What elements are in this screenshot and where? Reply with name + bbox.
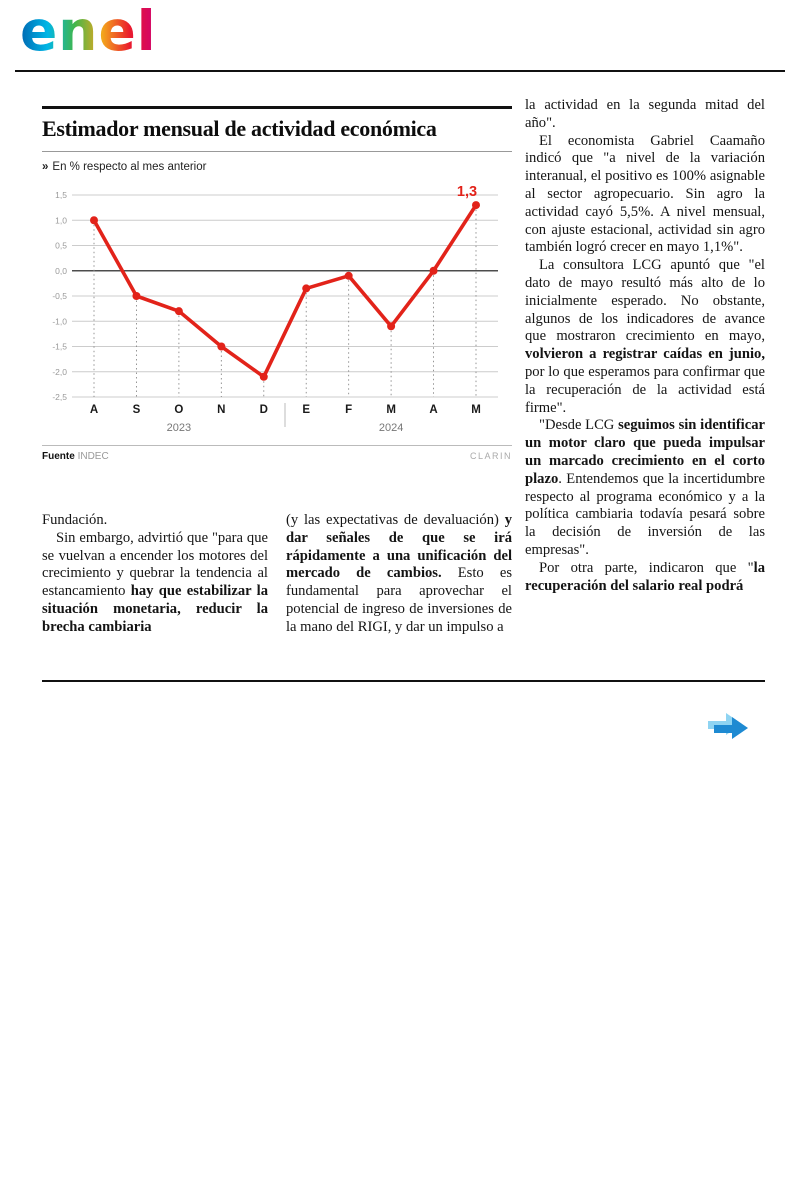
text-run: (y las expectativas de devaluación) xyxy=(286,512,505,528)
chart-credit: CLARIN xyxy=(469,451,512,461)
paragraph: Fundación. xyxy=(42,512,268,530)
paragraph: Por otra parte, indicaron que "la recupe… xyxy=(525,560,765,596)
y-tick-label: 1,0 xyxy=(55,215,67,225)
chart-footer: Fuente INDEC CLARIN xyxy=(42,445,512,462)
data-point xyxy=(472,201,480,210)
header-divider xyxy=(15,70,785,72)
bold-text-run: seguimos sin identificar un motor claro … xyxy=(525,417,765,487)
text-run: la actividad en la segunda mitad del año… xyxy=(525,97,765,131)
data-point xyxy=(387,322,396,331)
enel-logo[interactable]: enel xyxy=(20,4,157,59)
month-label: S xyxy=(133,404,141,416)
article-column-3: la actividad en la segunda mitad del año… xyxy=(525,97,765,595)
y-tick-label: -2,5 xyxy=(52,392,67,402)
paragraph: Sin embargo, advirtió que "para que se v… xyxy=(42,530,268,637)
y-tick-label: 1,5 xyxy=(55,190,67,200)
article-bottom-divider xyxy=(42,680,765,682)
text-run: "Desde LCG xyxy=(539,417,619,434)
arrow-right-icon xyxy=(708,713,748,739)
y-tick-label: 0,0 xyxy=(55,266,67,276)
data-point xyxy=(344,271,353,280)
month-label: N xyxy=(217,404,225,416)
text-run: La consultora LCG apuntó que "el dato de… xyxy=(525,257,765,345)
y-tick-label: -2,0 xyxy=(52,367,67,377)
month-label: M xyxy=(386,404,396,416)
next-page-arrow[interactable] xyxy=(708,710,752,746)
chart-block: Estimador mensual de actividad económica… xyxy=(42,106,512,462)
paragraph: La consultora LCG apuntó que "el dato de… xyxy=(525,257,765,417)
paragraph: "Desde LCG seguimos sin identificar un m… xyxy=(525,417,765,559)
month-label: E xyxy=(302,404,310,416)
data-point xyxy=(259,372,268,381)
paragraph: El economista Gabriel Caamaño indicó que… xyxy=(525,133,765,258)
subtitle-marker-icon: » xyxy=(42,161,49,173)
month-label: A xyxy=(429,404,437,416)
text-run: por lo que esperamos para confirmar que … xyxy=(525,363,765,416)
emae-series-line xyxy=(92,203,478,379)
source-name: INDEC xyxy=(77,451,109,462)
month-label: A xyxy=(90,404,98,416)
month-label: M xyxy=(471,404,481,416)
text-run: Fundación. xyxy=(42,512,108,528)
data-point xyxy=(90,216,98,225)
paragraph: (y las expectativas de devaluación) y da… xyxy=(286,512,512,637)
y-tick-label: 0,5 xyxy=(55,241,67,251)
article-column-1: Fundación. Sin embargo, advirtió que "par… xyxy=(42,512,268,637)
bold-text-run: la recuperación del salario real podrá xyxy=(525,559,765,594)
bold-text-run: volvieron a registrar caídas en junio, xyxy=(525,346,765,363)
y-tick-label: -1,0 xyxy=(52,316,67,326)
y-tick-label: -0,5 xyxy=(52,291,67,301)
article-column-2: (y las expectativas de devaluación) y da… xyxy=(286,512,512,637)
month-label: F xyxy=(345,404,352,416)
year-label-2024: 2024 xyxy=(379,422,403,434)
chart-subtitle-text: En % respecto al mes anterior xyxy=(52,161,207,173)
data-point xyxy=(217,342,226,351)
text-run: . Entendemos que la incertidumbre respec… xyxy=(525,470,765,558)
emae-line-chart: 1,5 1,0 0,5 0,0 -0,5 -1,0 -1,5 -2,0 -2,5 A S O N D E F M… xyxy=(52,184,498,434)
text-run: El economista Gabriel Caamaño indicó que… xyxy=(525,132,765,256)
paragraph: la actividad en la segunda mitad del año… xyxy=(525,97,765,133)
chart-subtitle: » En % respecto al mes anterior xyxy=(42,161,512,173)
y-tick-label: -1,5 xyxy=(52,342,67,352)
source-label: Fuente xyxy=(42,451,75,462)
data-point xyxy=(174,307,183,316)
chart-title: Estimador mensual de actividad económica xyxy=(42,106,512,152)
chart-source: Fuente INDEC xyxy=(42,451,109,462)
text-run: Por otra parte, indicaron que " xyxy=(539,559,754,576)
highlight-value-label: 1,3 xyxy=(457,184,477,200)
year-label-2023: 2023 xyxy=(167,422,191,434)
text-run: Sin embargo, advirtió que "para que se v… xyxy=(42,529,268,600)
data-point xyxy=(302,284,311,293)
bold-text-run: hay que estabilizar la situación monetar… xyxy=(42,583,268,635)
data-point xyxy=(429,266,438,275)
brand-wordmark: enel xyxy=(20,0,157,63)
month-label: O xyxy=(174,404,183,416)
bold-text-run: y dar señales de que se irá rápidamente … xyxy=(286,512,512,582)
month-label: D xyxy=(260,404,268,416)
text-run: Esto es fundamental para aprovechar el p… xyxy=(286,565,512,635)
data-point xyxy=(132,292,141,300)
